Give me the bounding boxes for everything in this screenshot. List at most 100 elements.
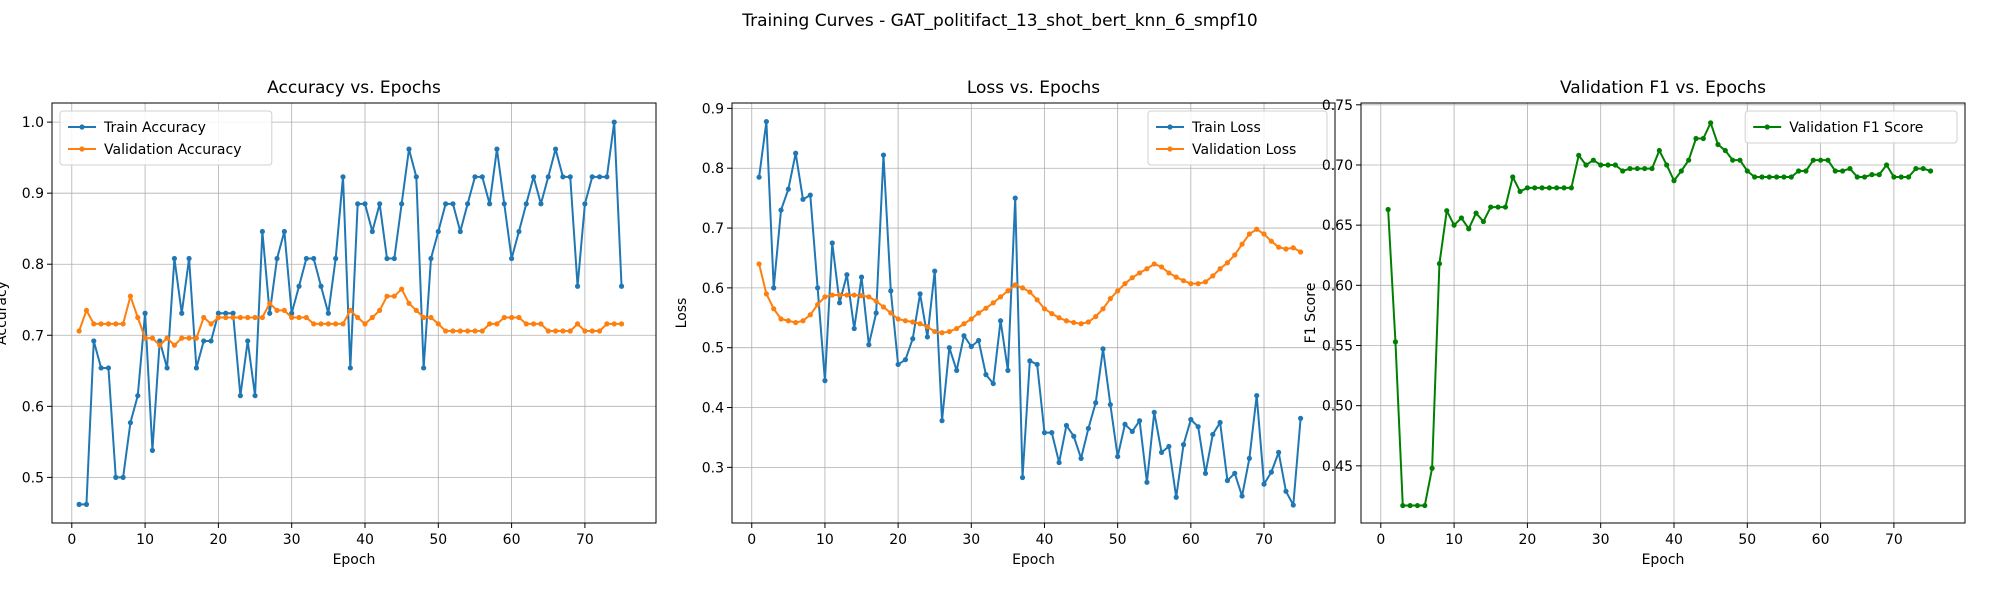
data-point [1129,275,1135,281]
legend-box [59,110,273,166]
data-point [1766,174,1772,180]
data-point [582,328,588,334]
data-point [1246,455,1252,461]
data-point [1093,400,1099,406]
data-point [1730,157,1736,163]
data-point [355,314,361,321]
data-point [946,345,952,351]
data-point [1392,339,1399,345]
data-point [435,228,441,235]
data-point [413,307,419,314]
x-tick-label: 50 [429,532,447,548]
legend-entry-label: Validation Accuracy [104,142,242,158]
data-point [1254,226,1260,232]
data-point [596,174,603,180]
x-axis-label: Epoch [333,552,376,568]
data-point [895,316,901,322]
data-point [1115,453,1121,460]
x-tick-label: 60 [1182,532,1200,548]
data-point [1788,174,1794,180]
legend: Train Loss Validation Loss [1147,110,1328,166]
data-point [149,335,156,341]
data-point [1876,172,1882,178]
x-axis-label: Epoch [1012,552,1055,568]
data-point [939,330,945,336]
y-tick-label: 0.60 [1322,278,1353,294]
data-point [1173,274,1179,280]
legend: Validation F1 Score [1744,110,1958,144]
data-point [1847,165,1853,172]
data-point [604,174,610,180]
data-point [1627,165,1633,172]
data-point [201,338,207,344]
data-point [822,378,828,384]
data-point [83,307,90,314]
data-point [1239,241,1245,247]
data-point [778,207,784,213]
data-point [465,328,471,334]
y-axis-label: Loss [674,298,690,329]
data-point [538,321,544,327]
data-point [1583,162,1589,168]
data-point [267,310,273,316]
data-point [1605,162,1611,168]
data-point [866,294,872,300]
data-point [997,318,1004,324]
data-point [1268,238,1274,244]
data-point [1407,502,1413,509]
data-point [1078,455,1084,461]
data-point [983,372,989,378]
data-point [384,293,390,299]
data-point [1034,361,1040,368]
data-point [443,328,449,334]
data-point [1151,261,1157,267]
data-point [347,365,353,371]
x-tick-label: 40 [356,532,374,548]
data-point [1510,174,1516,180]
data-point [508,314,515,321]
data-point [618,321,625,327]
data-point [347,307,353,314]
data-point [1056,459,1062,466]
data-point [399,286,405,292]
data-point [1656,147,1662,154]
data-point [829,240,835,246]
data-point [1686,157,1692,163]
data-point [1005,367,1011,374]
data-point [888,310,894,316]
data-point [487,201,493,207]
data-point [391,255,397,262]
data-point [1232,470,1238,476]
data-point [1664,162,1670,168]
data-point [1144,266,1150,272]
data-point [1276,244,1282,250]
data-point [800,318,806,324]
data-point [281,307,287,314]
y-tick-label: 0.9 [22,186,44,202]
data-point [76,501,82,507]
data-point [1056,315,1062,321]
x-tick-label: 30 [962,532,980,548]
data-point [457,228,463,235]
data-point [252,393,258,399]
data-point [968,343,974,350]
data-point [1495,204,1501,210]
legend-entry-label: Train Accuracy [103,120,206,136]
data-point [1737,157,1743,163]
data-point [1239,493,1245,499]
data-point [1781,174,1787,180]
data-point [340,321,346,327]
data-point [924,324,930,330]
data-point [793,319,799,326]
data-point [910,319,916,325]
data-point [289,310,295,316]
data-point [127,420,134,426]
data-point [1517,188,1523,195]
x-tick-label: 50 [1109,532,1127,548]
x-tick-label: 30 [1592,532,1610,548]
y-tick-label: 0.45 [1322,459,1353,475]
data-point [1927,168,1934,174]
data-point [311,255,317,262]
data-point [822,294,828,300]
data-point [1290,245,1296,251]
